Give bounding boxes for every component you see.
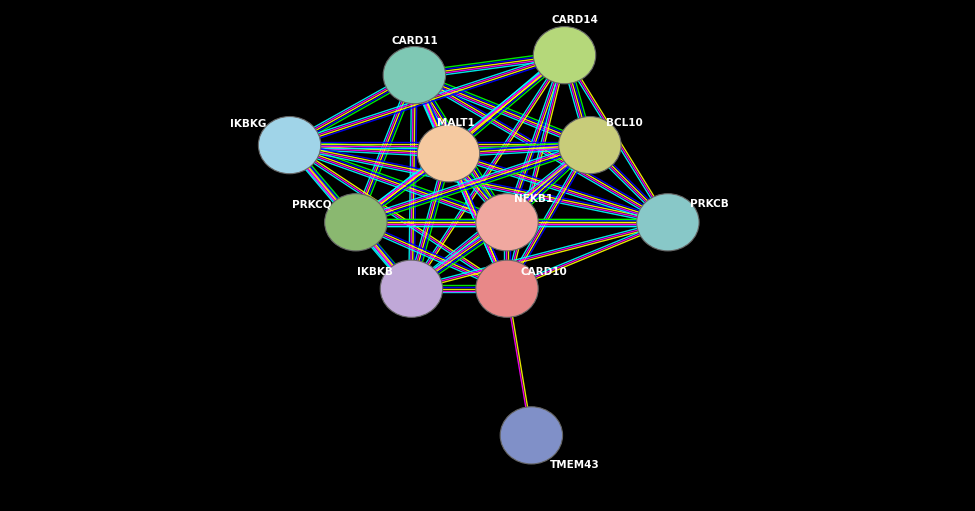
Text: IKBKB: IKBKB xyxy=(358,267,393,277)
Ellipse shape xyxy=(559,117,621,174)
Ellipse shape xyxy=(417,125,480,182)
Text: PRKCQ: PRKCQ xyxy=(292,199,332,210)
Ellipse shape xyxy=(380,260,443,317)
Text: PRKCB: PRKCB xyxy=(690,199,729,210)
Text: NFKB1: NFKB1 xyxy=(514,194,553,204)
Text: CARD11: CARD11 xyxy=(391,36,438,46)
Ellipse shape xyxy=(383,47,446,104)
Ellipse shape xyxy=(258,117,321,174)
Text: IKBKG: IKBKG xyxy=(230,119,267,129)
Text: CARD10: CARD10 xyxy=(521,267,567,277)
Ellipse shape xyxy=(533,27,596,84)
Ellipse shape xyxy=(637,194,699,251)
Ellipse shape xyxy=(476,194,538,251)
Ellipse shape xyxy=(325,194,387,251)
Ellipse shape xyxy=(500,407,563,464)
Text: MALT1: MALT1 xyxy=(438,118,475,128)
Text: BCL10: BCL10 xyxy=(605,118,643,128)
Ellipse shape xyxy=(476,260,538,317)
Text: TMEM43: TMEM43 xyxy=(550,460,601,470)
Text: CARD14: CARD14 xyxy=(552,15,599,26)
